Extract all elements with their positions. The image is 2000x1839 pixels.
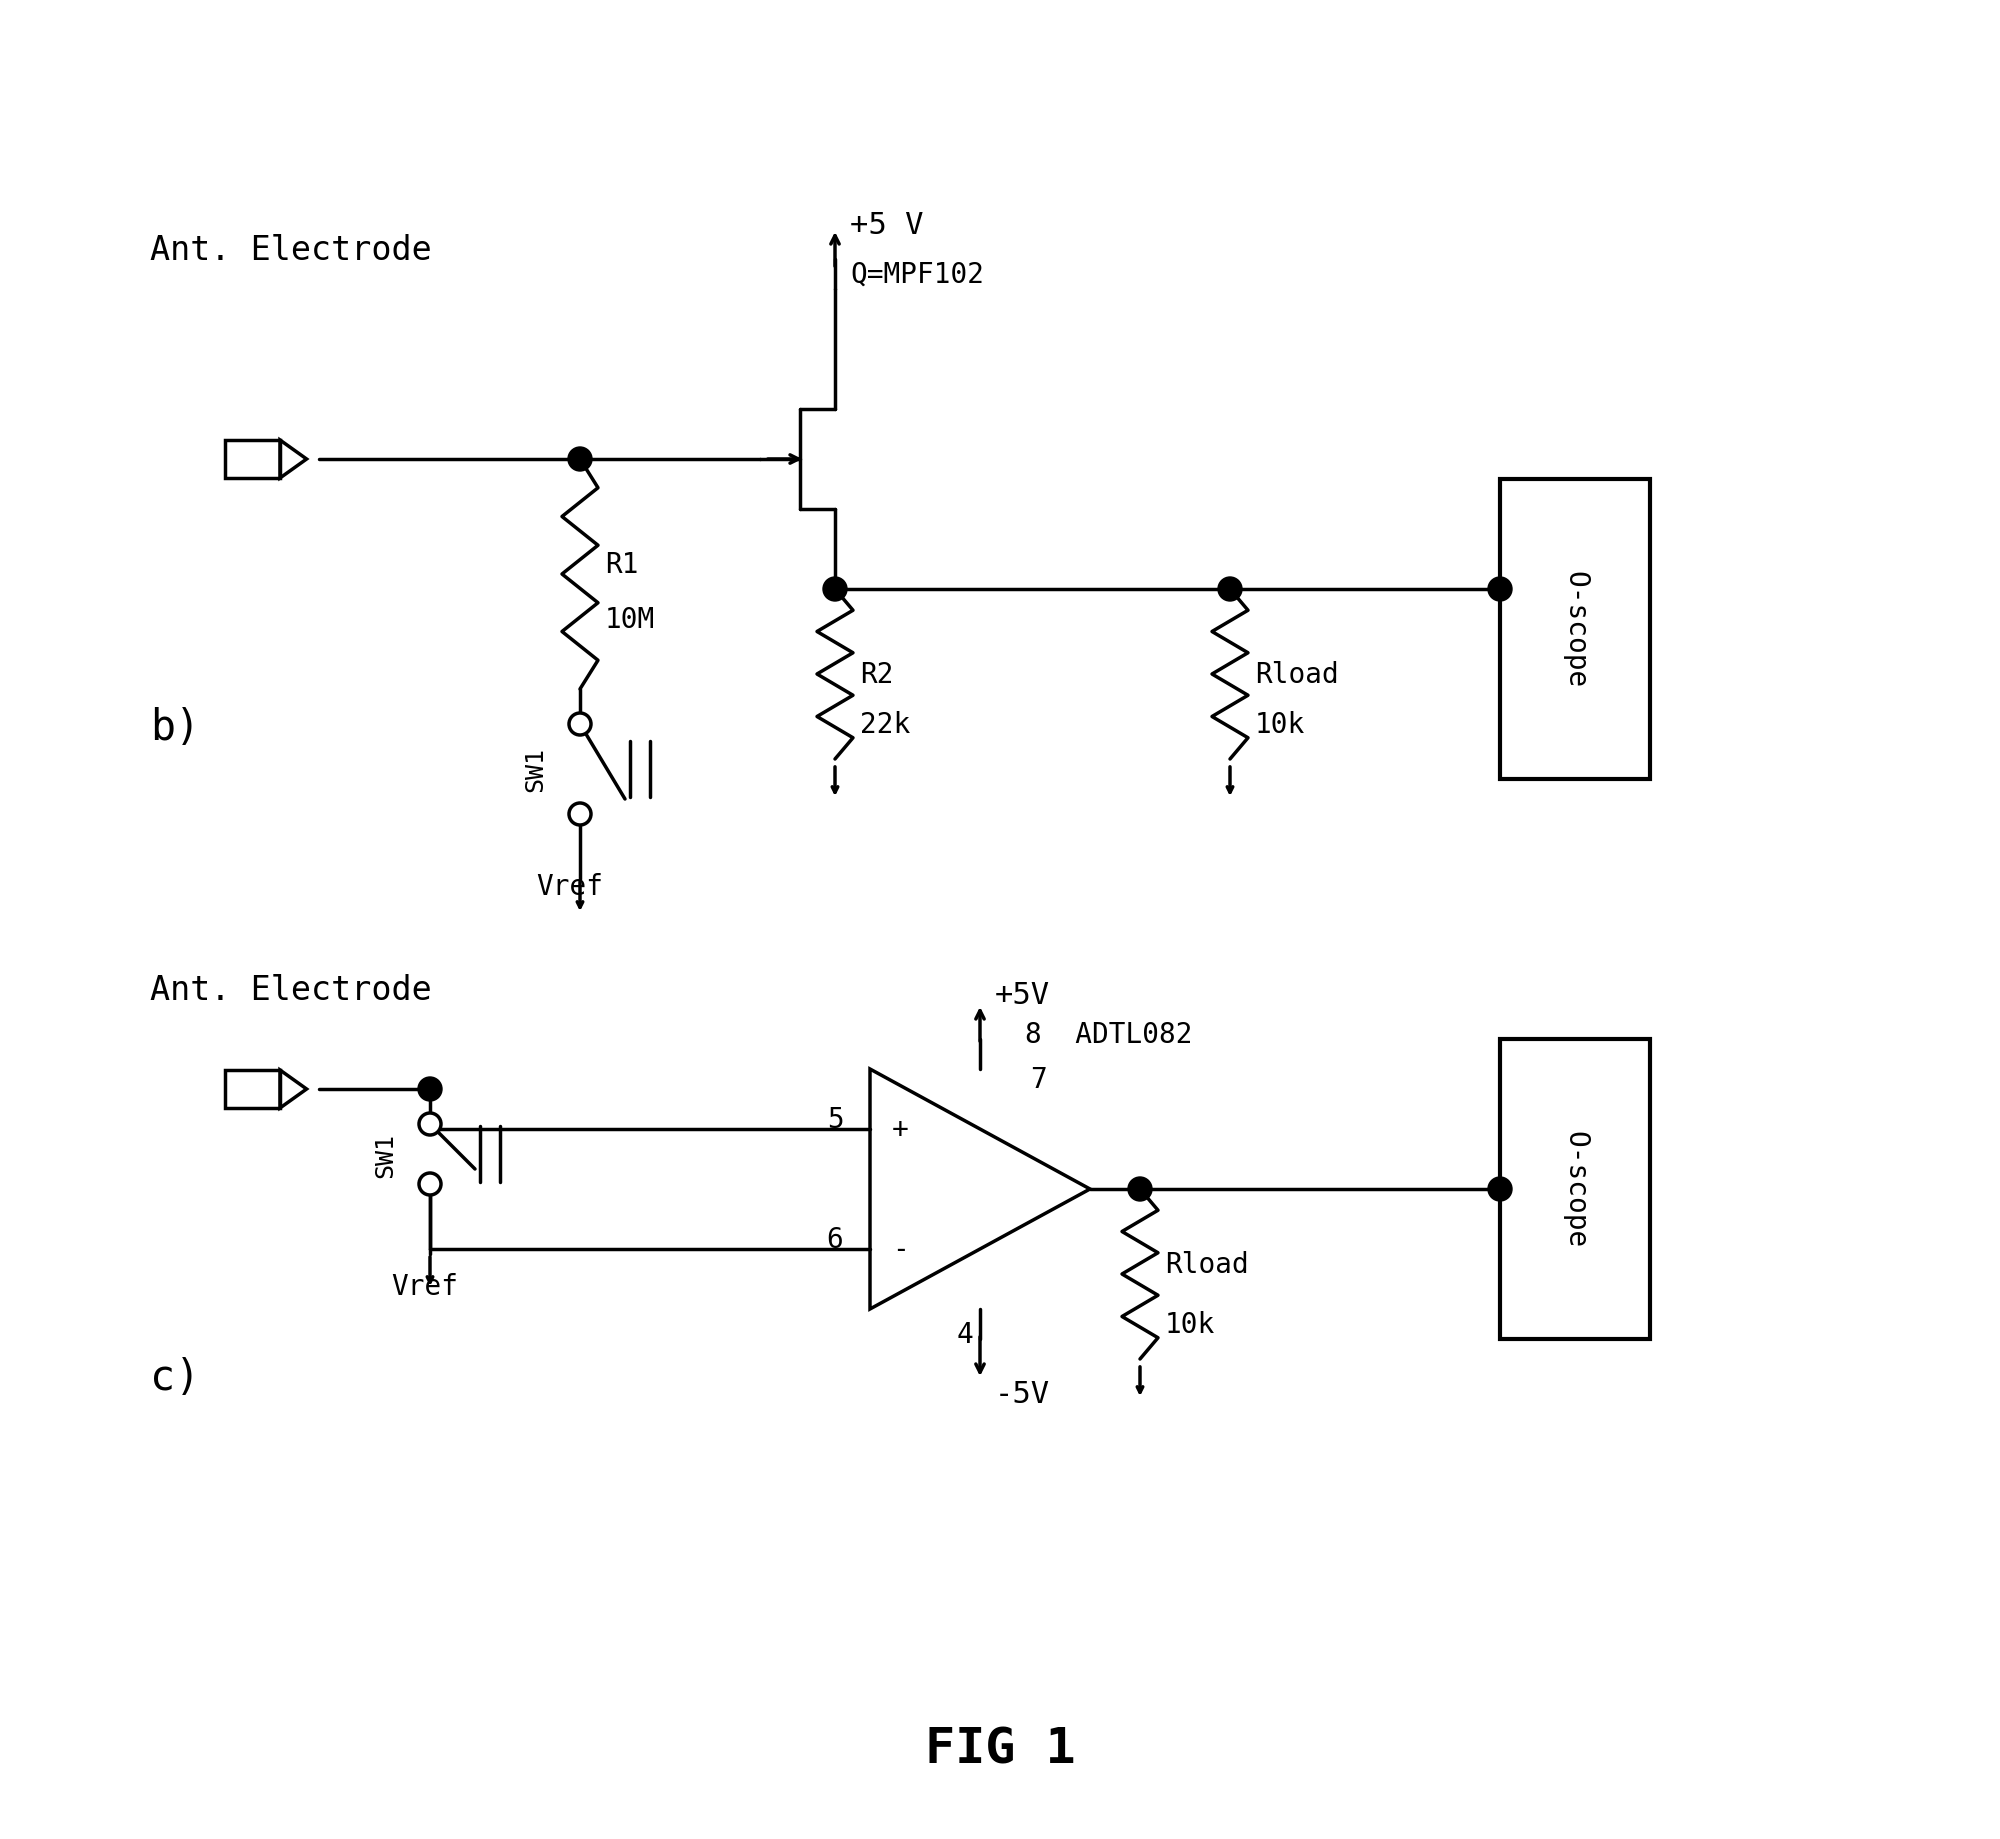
Circle shape	[570, 804, 592, 826]
Text: +: +	[892, 1116, 908, 1144]
Text: b): b)	[150, 706, 200, 748]
Text: 10M: 10M	[606, 605, 656, 634]
Circle shape	[568, 447, 592, 473]
Circle shape	[1488, 577, 1512, 601]
Circle shape	[420, 1173, 442, 1195]
Text: 10k: 10k	[1256, 710, 1306, 739]
Text: +5V: +5V	[996, 980, 1050, 1010]
Text: 4: 4	[956, 1320, 974, 1348]
Text: 7: 7	[1030, 1065, 1046, 1094]
Text: R2: R2	[860, 660, 894, 688]
Text: FIG 1: FIG 1	[924, 1725, 1076, 1773]
Bar	[1500, 1039, 1650, 1339]
Circle shape	[570, 714, 592, 736]
Text: SW1: SW1	[524, 747, 548, 793]
Text: 6: 6	[826, 1225, 844, 1254]
Text: SW1: SW1	[374, 1131, 398, 1177]
Bar	[226, 441, 280, 478]
Text: c): c)	[150, 1357, 200, 1398]
Text: -5V: -5V	[996, 1379, 1050, 1409]
Circle shape	[1128, 1177, 1152, 1201]
Text: O-scope: O-scope	[1560, 572, 1588, 688]
Text: Ant. Electrode: Ant. Electrode	[150, 234, 432, 267]
Circle shape	[824, 577, 848, 601]
Circle shape	[1218, 577, 1242, 601]
Text: O-scope: O-scope	[1560, 1131, 1588, 1249]
Circle shape	[418, 1078, 442, 1102]
Text: Vref: Vref	[392, 1273, 458, 1300]
Text: 22k: 22k	[860, 710, 910, 739]
Text: Ant. Electrode: Ant. Electrode	[150, 973, 432, 1006]
Text: Rload: Rload	[1164, 1251, 1248, 1278]
Text: Q=MPF102: Q=MPF102	[850, 261, 984, 289]
Text: Vref: Vref	[536, 872, 604, 901]
Bar	[226, 1070, 280, 1109]
Text: Rload: Rload	[1256, 660, 1338, 688]
Text: 5: 5	[826, 1105, 844, 1133]
Text: 8  ADTL082: 8 ADTL082	[1024, 1021, 1192, 1048]
Circle shape	[1488, 1177, 1512, 1201]
Text: 10k: 10k	[1164, 1309, 1216, 1339]
Text: +5 V: +5 V	[850, 210, 924, 239]
Circle shape	[420, 1113, 442, 1135]
Text: -: -	[892, 1236, 908, 1263]
Bar	[1500, 480, 1650, 780]
Text: R1: R1	[606, 550, 638, 579]
